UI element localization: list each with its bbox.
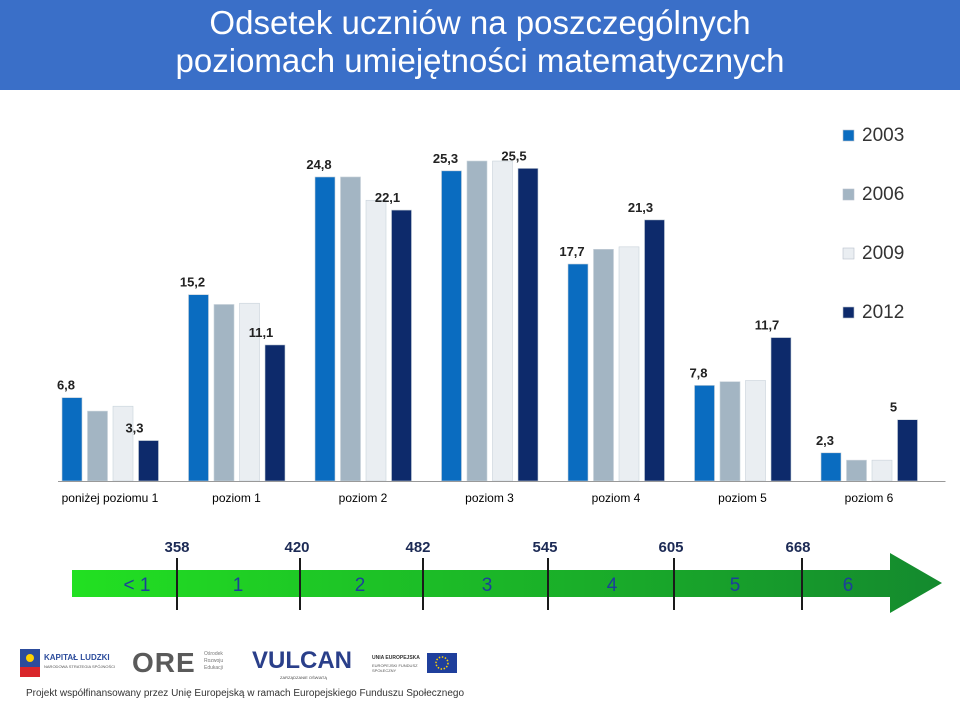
scale-level: 1 [233,575,244,596]
eu-subtitle: EUROPEJSKI FUNDUSZ SPOŁECZNY [372,663,418,673]
category-label: poziom 5 [718,491,767,505]
scale-arrow [72,553,942,613]
scale-level: 3 [482,575,493,596]
data-label: 7,8 [689,365,707,380]
legend-swatch-2003 [842,129,855,142]
score-scale: 358 420 482 545 605 668 < 1 1 2 3 4 5 6 [72,539,942,613]
data-label: 21,3 [628,200,653,215]
legend-swatch-2009 [842,247,855,260]
scale-threshold: 605 [658,539,683,556]
legend-label-2003: 2003 [862,125,904,146]
legend-label-2006: 2006 [862,184,904,205]
scale-level: < 1 [124,575,151,596]
ore-subtitle: Ośrodek Rozwoju Edukacji [204,651,224,671]
category-label: poziom 1 [212,491,261,505]
data-label: 3,3 [125,421,143,436]
bar-chart: 6,8 3,3 15,2 11,1 24,8 22,1 25,3 25,5 17,7 21,3 7,… [57,125,946,505]
title-line-2: poziomach umiejętności matematycznych [175,42,785,79]
category-label: poziom 2 [339,491,388,505]
category-label: poniżej poziomu 1 [62,491,159,505]
funding-note: Projekt współfinansowany przez Unię Euro… [26,688,465,699]
data-label: 22,1 [375,190,400,205]
data-label: 5 [890,400,897,415]
category-label: poziom 3 [465,491,514,505]
data-label: 11,1 [249,325,274,340]
eu-name: UNIA EUROPEJSKA [372,655,420,661]
kapital-ludzki-subtitle: NARODOWA STRATEGIA SPÓJNOŚCI [44,664,116,669]
legend-label-2012: 2012 [862,302,904,323]
title-banner [0,0,960,90]
category-label: poziom 4 [592,491,641,505]
scale-threshold: 668 [785,539,810,556]
category-label: poziom 6 [845,491,894,505]
legend-swatch-2006 [842,188,855,201]
page-title: Odsetek uczniów na poszczególnych poziom… [0,4,960,80]
scale-threshold: 545 [532,539,557,556]
data-label: 15,2 [180,275,205,290]
data-label: 2,3 [816,433,834,448]
scale-threshold: 482 [405,539,430,556]
scale-level: 6 [843,575,854,596]
kapital-ludzki-emblem-icon [20,649,40,677]
scale-level: 4 [607,575,618,596]
data-label: 17,7 [559,244,584,259]
scale-threshold: 420 [284,539,309,556]
vulcan-subtitle: ZARZĄDZANIE OŚWIATĄ [280,675,328,680]
vulcan-name: VULCAN [252,647,352,674]
title-line-1: Odsetek uczniów na poszczególnych [209,4,751,41]
data-label: 25,5 [501,148,526,163]
kapital-ludzki-name: KAPITAŁ LUDZKI [44,653,110,662]
eu-flag-icon [427,653,457,673]
scale-level: 5 [730,575,741,596]
footer-logos: KAPITAŁ LUDZKI NARODOWA STRATEGIA SPÓJNO… [20,645,460,685]
data-label: 24,8 [306,157,331,172]
scale-threshold: 358 [164,539,189,556]
scale-level: 2 [355,575,366,596]
data-label: 25,3 [433,151,458,166]
legend-label-2009: 2009 [862,243,904,264]
data-label: 6,8 [57,378,75,393]
data-label: 11,7 [755,318,780,333]
legend-swatch-2012 [842,306,855,319]
ore-name: ORE [132,647,196,678]
